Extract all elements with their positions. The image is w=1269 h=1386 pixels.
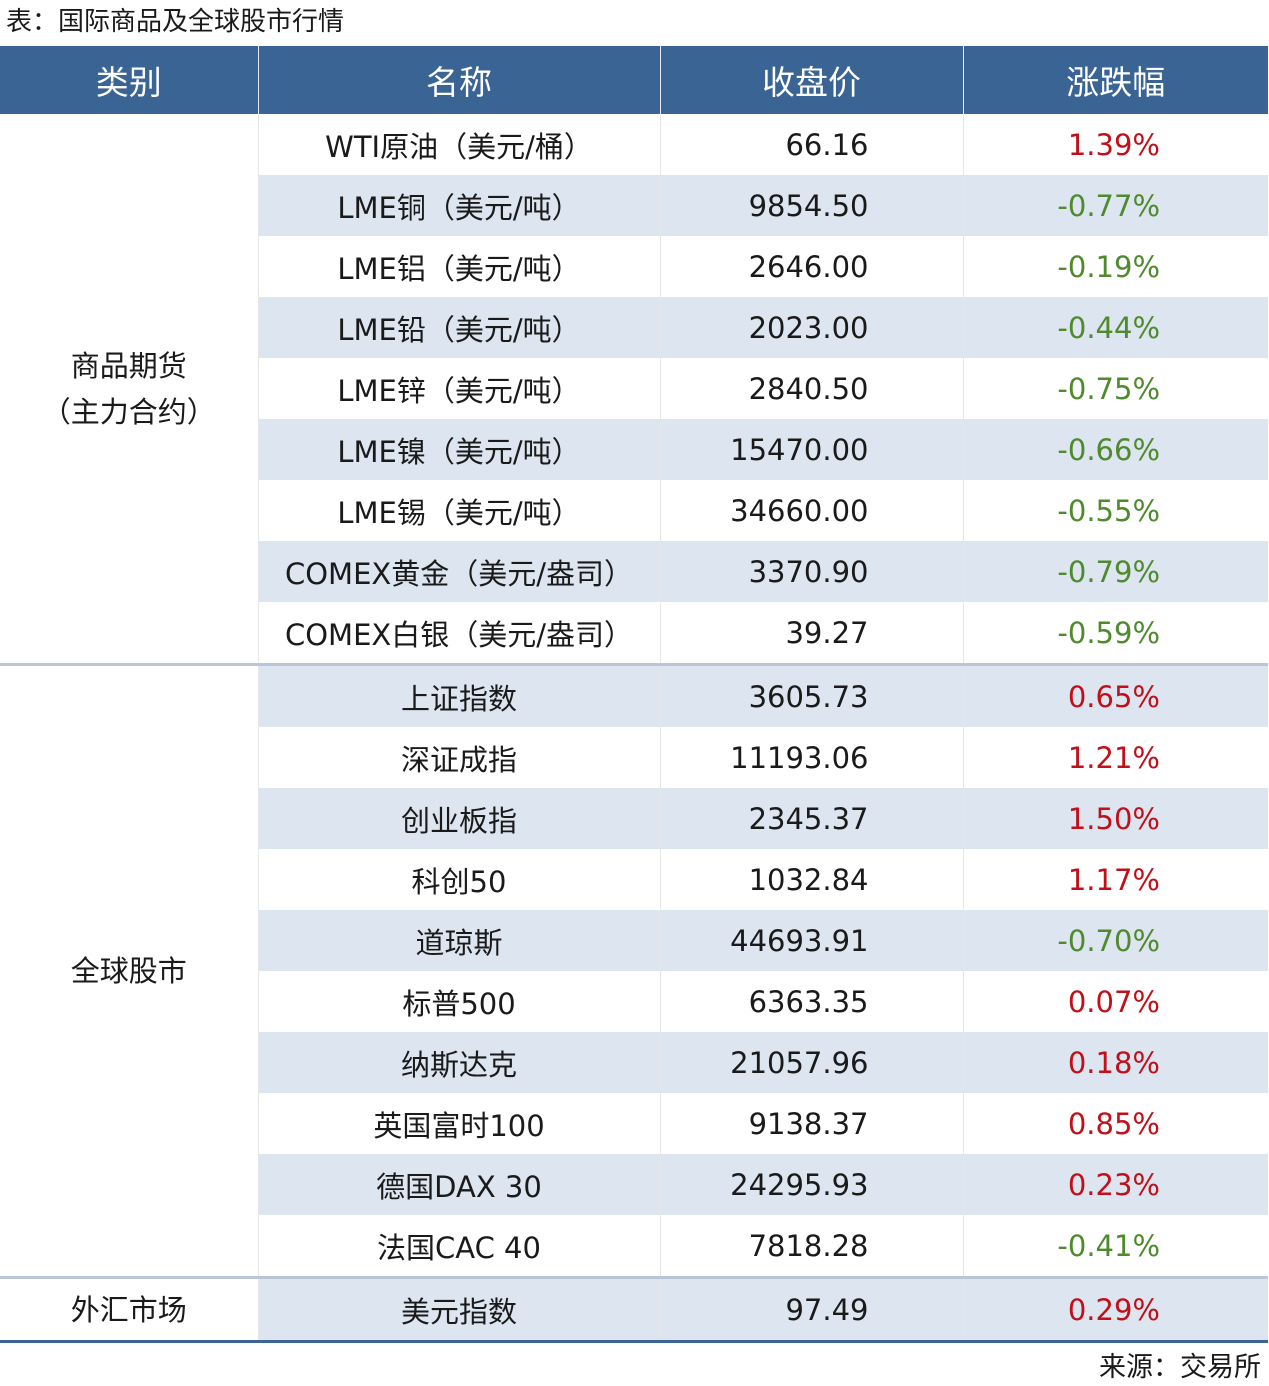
change-cell: -0.79% (962, 541, 1268, 602)
source-note: 来源：交易所 (1099, 1352, 1261, 1383)
change-cell: -0.70% (962, 910, 1268, 971)
table-row: 道琼斯 44693.91 -0.70% (0, 910, 1268, 971)
table-row: 德国DAX 30 24295.93 0.23% (0, 1154, 1268, 1215)
name-cell: COMEX黄金（美元/盎司） (257, 541, 660, 602)
close-cell: 2023.00 (659, 297, 963, 358)
close-cell: 24295.93 (659, 1154, 963, 1215)
header-row: 类别 名称 收盘价 涨跌幅 (0, 46, 1268, 114)
name-cell: 标普500 (257, 971, 660, 1032)
table-row: 法国CAC 40 7818.28 -0.41% (0, 1215, 1268, 1278)
close-cell: 2840.50 (659, 358, 963, 419)
market-table: 类别 名称 收盘价 涨跌幅 商品期货 （主力合约） WTI原油（美元/桶） 66.1… (0, 46, 1268, 1343)
table-row: 英国富时100 9138.37 0.85% (0, 1093, 1268, 1154)
change-cell: 0.65% (962, 663, 1268, 727)
name-cell: 法国CAC 40 (257, 1215, 660, 1278)
close-cell: 97.49 (659, 1276, 963, 1343)
change-cell: -0.19% (962, 236, 1268, 297)
close-cell: 2345.37 (659, 788, 963, 849)
name-cell: LME铅（美元/吨） (257, 297, 660, 358)
name-cell: 美元指数 (257, 1276, 660, 1343)
close-cell: 2646.00 (659, 236, 963, 297)
change-cell: 1.21% (962, 727, 1268, 788)
close-cell: 9138.37 (659, 1093, 963, 1154)
change-cell: 1.50% (962, 788, 1268, 849)
table-row: 外汇市场 美元指数 97.49 0.29% (0, 1276, 1268, 1343)
name-cell: 德国DAX 30 (257, 1154, 660, 1215)
change-cell: -0.44% (962, 297, 1268, 358)
header-cell: 收盘价 (659, 46, 963, 114)
close-cell: 15470.00 (659, 419, 963, 480)
name-cell: LME铝（美元/吨） (257, 236, 660, 297)
name-cell: WTI原油（美元/桶） (257, 114, 660, 175)
name-cell: 道琼斯 (257, 910, 660, 971)
close-cell: 66.16 (659, 114, 963, 175)
change-cell: -0.41% (962, 1215, 1268, 1278)
change-cell: 1.17% (962, 849, 1268, 910)
close-cell: 3605.73 (659, 663, 963, 727)
category-cell: 商品期货 （主力合约） (0, 114, 258, 665)
table-row: LME铝（美元/吨） 2646.00 -0.19% (0, 236, 1268, 297)
header-cell: 类别 (0, 46, 258, 114)
change-cell: 0.29% (962, 1276, 1268, 1343)
name-cell: 科创50 (257, 849, 660, 910)
name-cell: 上证指数 (257, 663, 660, 727)
close-cell: 11193.06 (659, 727, 963, 788)
close-cell: 21057.96 (659, 1032, 963, 1093)
name-cell: 创业板指 (257, 788, 660, 849)
table-row: LME锌（美元/吨） 2840.50 -0.75% (0, 358, 1268, 419)
category-cell: 外汇市场 (0, 1276, 258, 1343)
change-cell: -0.77% (962, 175, 1268, 236)
table-row: LME锡（美元/吨） 34660.00 -0.55% (0, 480, 1268, 541)
close-cell: 44693.91 (659, 910, 963, 971)
change-cell: 0.18% (962, 1032, 1268, 1093)
name-cell: LME镍（美元/吨） (257, 419, 660, 480)
change-cell: 0.07% (962, 971, 1268, 1032)
table-row: 深证成指 11193.06 1.21% (0, 727, 1268, 788)
table-row: LME铅（美元/吨） 2023.00 -0.44% (0, 297, 1268, 358)
table-row: COMEX白银（美元/盎司） 39.27 -0.59% (0, 602, 1268, 665)
change-cell: 0.23% (962, 1154, 1268, 1215)
change-cell: -0.66% (962, 419, 1268, 480)
name-cell: 英国富时100 (257, 1093, 660, 1154)
header-cell: 涨跌幅 (962, 46, 1268, 114)
table-row: 科创50 1032.84 1.17% (0, 849, 1268, 910)
table-body: 商品期货 （主力合约） WTI原油（美元/桶） 66.16 1.39% LME铜（美元/… (0, 114, 1268, 1343)
table-row: COMEX黄金（美元/盎司） 3370.90 -0.79% (0, 541, 1268, 602)
change-cell: -0.55% (962, 480, 1268, 541)
close-cell: 9854.50 (659, 175, 963, 236)
change-cell: 0.85% (962, 1093, 1268, 1154)
close-cell: 7818.28 (659, 1215, 963, 1278)
close-cell: 39.27 (659, 602, 963, 665)
table-row: 创业板指 2345.37 1.50% (0, 788, 1268, 849)
table-row: LME镍（美元/吨） 15470.00 -0.66% (0, 419, 1268, 480)
name-cell: 深证成指 (257, 727, 660, 788)
name-cell: LME锌（美元/吨） (257, 358, 660, 419)
category-cell: 全球股市 (0, 663, 258, 1278)
change-cell: -0.75% (962, 358, 1268, 419)
name-cell: COMEX白银（美元/盎司） (257, 602, 660, 665)
header-cell: 名称 (257, 46, 660, 114)
close-cell: 34660.00 (659, 480, 963, 541)
close-cell: 6363.35 (659, 971, 963, 1032)
name-cell: LME锡（美元/吨） (257, 480, 660, 541)
table-row: 纳斯达克 21057.96 0.18% (0, 1032, 1268, 1093)
close-cell: 1032.84 (659, 849, 963, 910)
name-cell: LME铜（美元/吨） (257, 175, 660, 236)
table-title: 表：国际商品及全球股市行情 (6, 7, 345, 37)
table-row: 标普500 6363.35 0.07% (0, 971, 1268, 1032)
name-cell: 纳斯达克 (257, 1032, 660, 1093)
close-cell: 3370.90 (659, 541, 963, 602)
change-cell: -0.59% (962, 602, 1268, 665)
table-row: 商品期货 （主力合约） WTI原油（美元/桶） 66.16 1.39% (0, 114, 1268, 665)
table-row: 全球股市 上证指数 3605.73 0.65% (0, 663, 1268, 1278)
change-cell: 1.39% (962, 114, 1268, 175)
table-row: LME铜（美元/吨） 9854.50 -0.77% (0, 175, 1268, 236)
